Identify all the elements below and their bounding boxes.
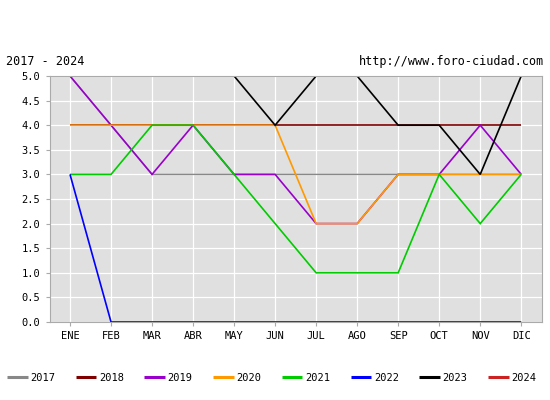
Text: 2020: 2020: [236, 373, 261, 383]
Text: 2017: 2017: [30, 373, 55, 383]
Text: http://www.foro-ciudad.com: http://www.foro-ciudad.com: [359, 55, 544, 68]
Text: Evolucion del paro registrado en Malpartida de Corneja: Evolucion del paro registrado en Malpart…: [39, 18, 512, 32]
Text: 2022: 2022: [374, 373, 399, 383]
Text: 2017 - 2024: 2017 - 2024: [6, 55, 84, 68]
Text: 2023: 2023: [443, 373, 467, 383]
Text: 2018: 2018: [99, 373, 124, 383]
Text: 2019: 2019: [168, 373, 192, 383]
Text: 2024: 2024: [512, 373, 536, 383]
Text: 2021: 2021: [305, 373, 330, 383]
